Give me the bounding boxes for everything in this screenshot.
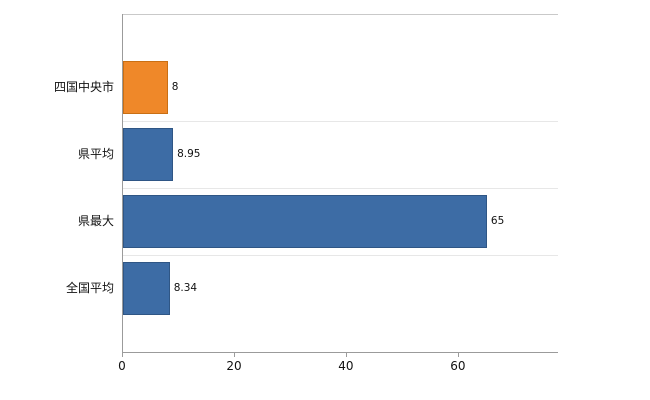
gridline xyxy=(123,254,558,256)
x-tick-mark xyxy=(457,352,459,357)
x-axis-line xyxy=(122,352,558,353)
x-tick-label: 0 xyxy=(118,359,126,373)
bar xyxy=(123,60,168,114)
bar xyxy=(123,261,170,315)
value-label: 8 xyxy=(171,81,179,93)
category-label: 四国中央市 xyxy=(53,80,114,94)
category-label: 全国平均 xyxy=(65,281,114,295)
x-tick-mark xyxy=(122,352,123,357)
value-label: 65 xyxy=(490,215,505,227)
value-label: 8.95 xyxy=(177,148,201,160)
gridline xyxy=(123,120,558,122)
value-label: 8.34 xyxy=(173,282,198,294)
category-label: 県最大 xyxy=(77,214,114,228)
x-tick-label: 40 xyxy=(338,359,354,373)
gridline xyxy=(123,187,558,189)
category-label: 県平均 xyxy=(77,147,114,161)
x-tick-mark xyxy=(345,352,347,357)
y-axis-line xyxy=(122,14,123,352)
bar xyxy=(123,127,174,181)
x-tick-label: 60 xyxy=(450,359,466,373)
x-tick-label: 20 xyxy=(226,359,242,373)
plot-top-border xyxy=(122,14,558,15)
x-tick-mark xyxy=(233,352,235,357)
bar xyxy=(123,194,487,248)
